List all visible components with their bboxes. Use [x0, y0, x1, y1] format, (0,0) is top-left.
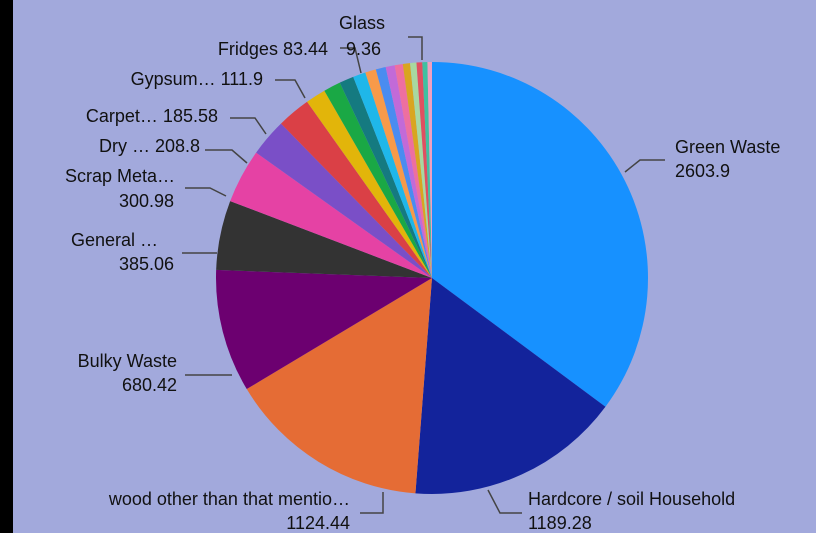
leader-line-7 — [230, 117, 267, 135]
leader-line-2 — [360, 492, 384, 514]
slice-label-wood-other-than-that-mentio-value: 1124.44 — [286, 513, 350, 533]
leader-line-5 — [185, 187, 227, 197]
leader-line-10 — [408, 36, 423, 60]
pie-slice-general — [216, 201, 432, 278]
slice-label-hardcore-soil-household: Hardcore / soil Household — [528, 489, 735, 509]
leader-lines — [182, 36, 665, 514]
pie-slices — [215, 62, 648, 494]
pie-slice-hardcore-soil-household — [415, 278, 606, 494]
slice-label-scrap-meta-value: 300.98 — [119, 191, 174, 211]
slice-label-wood-other-than-that-mentio: wood other than that mentio… — [108, 489, 350, 509]
pie-slice-20 — [427, 62, 432, 278]
leader-line-6 — [205, 149, 248, 164]
slice-labels: Green Waste 2603.9 Hardcore / soil Househo… — [65, 13, 780, 533]
slice-label-9-36: 9.36 — [346, 39, 381, 59]
pie-slice-13 — [375, 67, 432, 278]
pie-slice-18 — [416, 62, 432, 278]
slice-label-general-value: 385.06 — [119, 254, 174, 274]
pie-slice-scrap-meta — [230, 152, 432, 278]
slice-label-fridges-83-44: Fridges 83.44 — [218, 39, 328, 59]
pie-slice-green-waste — [432, 62, 648, 407]
pie-slice-wood-other-than-that-mentio — [246, 278, 432, 494]
pie-slice-glass — [353, 72, 432, 278]
slice-label-bulky-waste: Bulky Waste — [78, 351, 177, 371]
pie-slice-carpet-185-58 — [280, 101, 432, 278]
pie-slice-16 — [402, 63, 432, 279]
leader-line-9 — [340, 47, 362, 74]
pie-slice-14 — [385, 65, 432, 278]
slice-label-dry-208-8: Dry … 208.8 — [99, 136, 200, 156]
slice-label-general: General … — [71, 230, 158, 250]
slice-label-hardcore-soil-household-value: 1189.28 — [528, 513, 592, 533]
slice-label-scrap-meta: Scrap Meta… — [65, 166, 175, 186]
slice-label-glass: Glass — [339, 13, 385, 33]
pie-slice-gypsum-111-9 — [307, 90, 432, 278]
pie-slice-15 — [394, 63, 432, 278]
pie-slice-fridges-83-44 — [324, 82, 432, 279]
slice-label-green-waste-value: 2603.9 — [675, 161, 730, 181]
pie-slice-17 — [410, 62, 432, 279]
pie-slice-9-36 — [339, 76, 432, 278]
slice-label-green-waste: Green Waste — [675, 137, 780, 157]
slice-label-carpet-185-58: Carpet… 185.58 — [86, 106, 218, 126]
pie-slice-bulky-waste — [215, 269, 432, 390]
leader-line-1 — [487, 489, 522, 514]
pie-slice-dry-208-8 — [256, 123, 432, 278]
slice-label-gypsum-111-9: Gypsum… 111.9 — [131, 69, 263, 89]
pie-slice-12 — [365, 69, 432, 279]
leader-line-8 — [275, 79, 306, 99]
pie-slice-19 — [422, 62, 432, 278]
leader-line-0 — [624, 159, 665, 173]
slice-label-bulky-waste-value: 680.42 — [122, 375, 177, 395]
